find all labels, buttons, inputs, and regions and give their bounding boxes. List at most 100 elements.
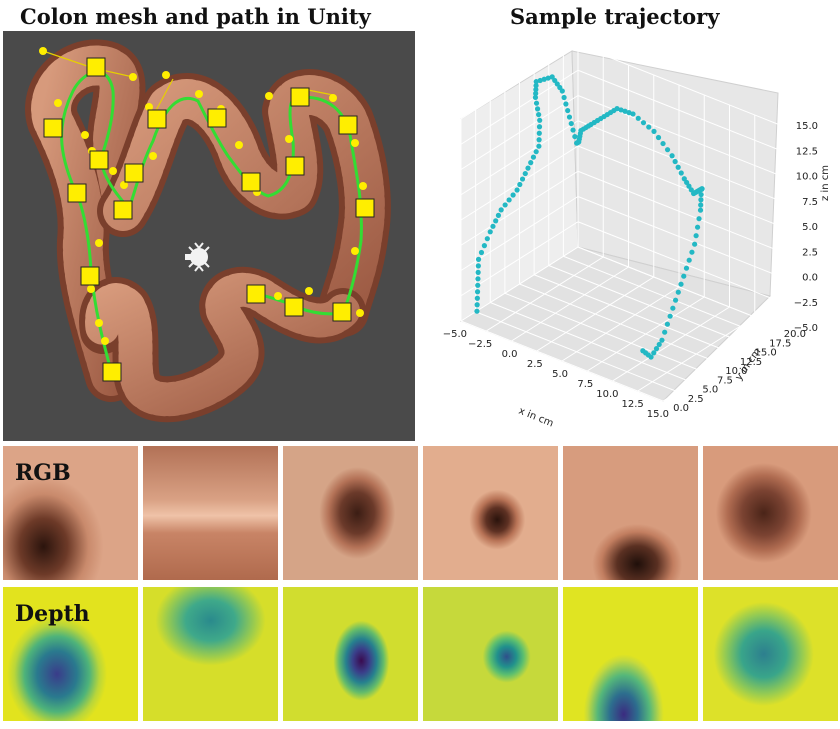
depth-frame-4 — [423, 587, 558, 721]
trajectory-point — [536, 130, 542, 136]
rgb-frame-5 — [563, 446, 698, 580]
unity-panel-title: Colon mesh and path in Unity — [20, 4, 371, 29]
grid-line — [563, 255, 766, 337]
trajectory-point — [536, 137, 542, 143]
x-tick-label: 10.0 — [596, 389, 618, 400]
trajectory-point — [522, 170, 528, 177]
rgb-frame-1 — [3, 446, 138, 580]
trajectory-point — [533, 149, 539, 155]
x-tick-label: 2.5 — [527, 359, 543, 370]
waypoint-markers — [43, 57, 375, 382]
trajectory-point — [626, 110, 632, 116]
trajectory-point — [698, 191, 704, 198]
trajectory-point — [533, 100, 540, 106]
x-tick-label: 0.0 — [502, 349, 518, 360]
trajectory-point — [478, 249, 485, 256]
trajectory-point — [678, 170, 684, 176]
trajectory-point — [693, 233, 699, 239]
depth-frame-6 — [703, 587, 838, 721]
trajectory-point — [481, 243, 487, 249]
trajectory-panel-title: Sample trajectory — [510, 4, 720, 29]
trajectory-point — [667, 313, 673, 319]
trajectory-point — [484, 236, 490, 242]
trajectory-point — [537, 117, 543, 123]
trajectory-point — [533, 79, 539, 85]
rgb-row-label: RGB — [15, 460, 71, 486]
trajectory-point — [534, 106, 541, 112]
trajectory-point — [533, 86, 539, 93]
colon-mesh-image — [25, 39, 391, 423]
trajectory-point — [532, 94, 539, 101]
trajectory-point — [474, 295, 480, 301]
trajectory-point — [646, 124, 652, 130]
trajectory-point — [536, 124, 543, 130]
z-tick-label: −5.0 — [794, 323, 818, 334]
trajectory-point — [681, 273, 687, 279]
rgb-strip: RGB — [3, 446, 838, 580]
trajectory-point — [545, 75, 551, 81]
y-tick-label: 10.0 — [725, 366, 747, 377]
trajectory-point — [493, 218, 499, 224]
grid-line — [519, 283, 722, 365]
z-axis-label: z in cm — [820, 165, 831, 201]
trajectory-point — [525, 165, 531, 171]
grid-line — [637, 316, 756, 392]
x-tick-label: 5.0 — [552, 369, 568, 380]
path-dots — [39, 47, 367, 345]
trajectory-point — [618, 107, 624, 113]
trajectory-point — [651, 350, 657, 356]
z-tick-label: 5.0 — [802, 222, 818, 233]
trajectory-point — [689, 249, 695, 255]
trajectory-point — [561, 94, 567, 101]
z-tick-label: 2.5 — [802, 247, 818, 258]
grid-line — [460, 120, 579, 196]
grid-line — [460, 95, 579, 170]
grid-line — [612, 306, 730, 382]
trajectory-point — [640, 348, 646, 354]
trajectory-svg: −5.0−2.50.02.55.07.510.012.515.00.02.55.… — [443, 44, 831, 430]
trajectory-point — [664, 321, 670, 327]
trajectory-point — [659, 337, 665, 343]
y-tick-label: 7.5 — [717, 375, 733, 386]
trajectory-point — [669, 153, 675, 159]
trajectory-point — [502, 202, 508, 208]
trajectory-point — [474, 302, 480, 308]
trajectory-point — [566, 114, 573, 120]
trajectory-point — [475, 263, 481, 269]
trajectory-point — [495, 212, 502, 218]
trajectory-point — [537, 77, 543, 84]
trajectory-point — [490, 223, 496, 229]
rgb-frame-4 — [423, 446, 558, 580]
depth-frame-5 — [563, 587, 698, 721]
trajectory-point — [698, 202, 704, 208]
trajectory-point — [651, 128, 657, 134]
grid-line — [577, 120, 781, 202]
unity-viewport — [3, 31, 415, 441]
trajectory-point — [510, 192, 516, 198]
trajectory-point — [536, 111, 542, 118]
grid-line — [460, 44, 579, 120]
trajectory-point — [698, 197, 704, 203]
trajectory-point — [692, 241, 698, 247]
y-tick-label: 2.5 — [688, 394, 704, 405]
trajectory-point — [686, 257, 692, 263]
depth-frame-3 — [283, 587, 418, 721]
trajectory-point — [683, 265, 690, 271]
trajectory-point — [487, 229, 493, 235]
rgb-frame-6 — [703, 446, 838, 580]
trajectory-point — [697, 207, 704, 213]
trajectory-point — [656, 341, 662, 348]
trajectory-point — [568, 120, 574, 127]
trajectory-point — [698, 186, 704, 192]
trajectory-point — [533, 83, 539, 89]
trajectory-point — [660, 140, 666, 147]
trajectory-point — [514, 187, 520, 193]
trajectory-point — [678, 281, 684, 287]
trajectory-point — [519, 176, 526, 182]
grid-line — [586, 296, 705, 372]
grid-line — [577, 95, 781, 176]
trajectory-point — [696, 216, 702, 222]
x-tick-label: 7.5 — [577, 379, 593, 390]
z-tick-label: 12.5 — [796, 146, 818, 157]
trajectory-point — [640, 120, 647, 126]
